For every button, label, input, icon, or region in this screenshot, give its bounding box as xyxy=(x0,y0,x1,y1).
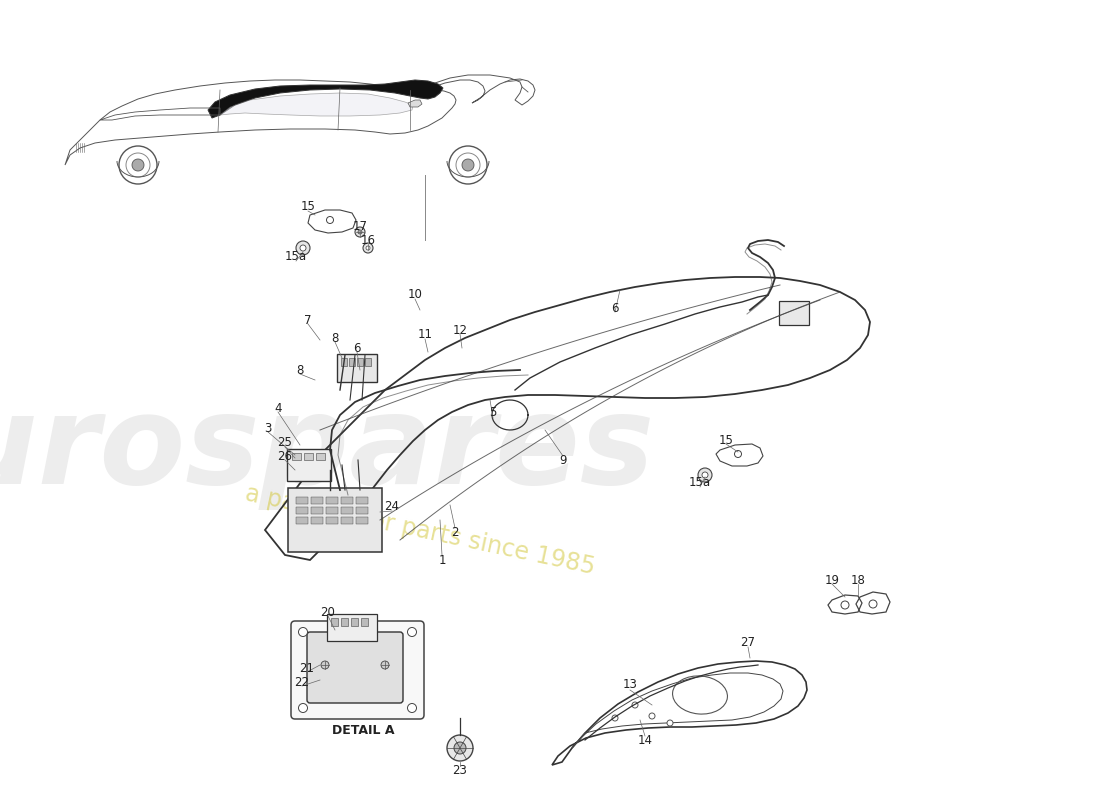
Text: 23: 23 xyxy=(452,763,468,777)
Bar xyxy=(365,358,371,366)
Bar xyxy=(296,507,308,514)
Text: 6: 6 xyxy=(353,342,361,354)
Polygon shape xyxy=(408,100,422,107)
Bar xyxy=(341,358,346,366)
Text: 9: 9 xyxy=(559,454,566,466)
Text: 22: 22 xyxy=(295,675,309,689)
Text: 15a: 15a xyxy=(285,250,307,263)
Text: 21: 21 xyxy=(299,662,315,674)
Bar xyxy=(292,453,301,460)
FancyBboxPatch shape xyxy=(337,354,377,382)
Bar xyxy=(351,618,358,626)
Text: 1: 1 xyxy=(438,554,446,566)
Circle shape xyxy=(462,159,474,171)
Text: 24: 24 xyxy=(385,501,399,514)
Text: 17: 17 xyxy=(352,221,367,234)
Text: 8: 8 xyxy=(331,331,339,345)
FancyBboxPatch shape xyxy=(327,614,377,641)
Bar xyxy=(341,507,353,514)
Text: 5: 5 xyxy=(490,406,497,419)
Text: 2: 2 xyxy=(451,526,459,539)
Bar xyxy=(358,358,363,366)
Circle shape xyxy=(358,230,362,234)
Bar xyxy=(361,618,368,626)
Circle shape xyxy=(132,159,144,171)
FancyBboxPatch shape xyxy=(307,632,403,703)
Bar xyxy=(331,618,338,626)
Circle shape xyxy=(612,715,618,721)
Bar xyxy=(326,497,338,504)
Bar xyxy=(296,517,308,524)
Circle shape xyxy=(296,241,310,255)
Bar xyxy=(349,358,355,366)
Text: 3: 3 xyxy=(264,422,272,434)
FancyBboxPatch shape xyxy=(287,449,331,481)
Bar xyxy=(356,517,369,524)
Bar xyxy=(326,507,338,514)
Text: eurospares: eurospares xyxy=(0,390,656,510)
Text: 8: 8 xyxy=(296,363,304,377)
Circle shape xyxy=(698,468,712,482)
Bar xyxy=(341,517,353,524)
Text: 11: 11 xyxy=(418,329,432,342)
Polygon shape xyxy=(220,93,412,116)
Text: 27: 27 xyxy=(740,637,756,650)
Circle shape xyxy=(327,217,333,223)
Circle shape xyxy=(842,601,849,609)
Text: 15a: 15a xyxy=(689,477,711,490)
Text: 14: 14 xyxy=(638,734,652,746)
Text: 16: 16 xyxy=(361,234,375,246)
Text: 18: 18 xyxy=(850,574,866,586)
Text: 20: 20 xyxy=(320,606,336,618)
Text: 7: 7 xyxy=(305,314,311,326)
Circle shape xyxy=(363,243,373,253)
Text: 10: 10 xyxy=(408,289,422,302)
FancyBboxPatch shape xyxy=(779,301,808,325)
Bar xyxy=(304,453,313,460)
Circle shape xyxy=(298,627,308,637)
Circle shape xyxy=(321,661,329,669)
Text: 4: 4 xyxy=(274,402,282,414)
Circle shape xyxy=(300,245,306,251)
FancyBboxPatch shape xyxy=(292,621,424,719)
Circle shape xyxy=(649,713,654,719)
Bar xyxy=(311,497,323,504)
Bar xyxy=(341,497,353,504)
Circle shape xyxy=(735,450,741,458)
Bar xyxy=(356,497,369,504)
Text: 15: 15 xyxy=(300,201,316,214)
Bar xyxy=(326,517,338,524)
Bar xyxy=(296,497,308,504)
Bar xyxy=(311,517,323,524)
Text: 25: 25 xyxy=(277,437,293,450)
Circle shape xyxy=(298,703,308,713)
Circle shape xyxy=(447,735,473,761)
Text: 12: 12 xyxy=(452,323,468,337)
FancyBboxPatch shape xyxy=(288,488,382,552)
Circle shape xyxy=(407,627,417,637)
Text: 15: 15 xyxy=(718,434,734,446)
Text: 6: 6 xyxy=(612,302,618,314)
Circle shape xyxy=(869,600,877,608)
Text: 13: 13 xyxy=(623,678,637,691)
Bar xyxy=(311,507,323,514)
Circle shape xyxy=(366,246,370,250)
Bar xyxy=(356,507,369,514)
Circle shape xyxy=(702,472,708,478)
Circle shape xyxy=(407,703,417,713)
Circle shape xyxy=(632,702,638,708)
Text: a passion for parts since 1985: a passion for parts since 1985 xyxy=(243,481,597,579)
Bar xyxy=(341,618,348,626)
Polygon shape xyxy=(208,80,443,118)
Text: DETAIL A: DETAIL A xyxy=(332,723,394,737)
Text: 26: 26 xyxy=(277,450,293,462)
Circle shape xyxy=(454,742,466,754)
Bar xyxy=(316,453,324,460)
Circle shape xyxy=(355,227,365,237)
Text: 19: 19 xyxy=(825,574,839,586)
Circle shape xyxy=(381,661,389,669)
Circle shape xyxy=(667,720,673,726)
